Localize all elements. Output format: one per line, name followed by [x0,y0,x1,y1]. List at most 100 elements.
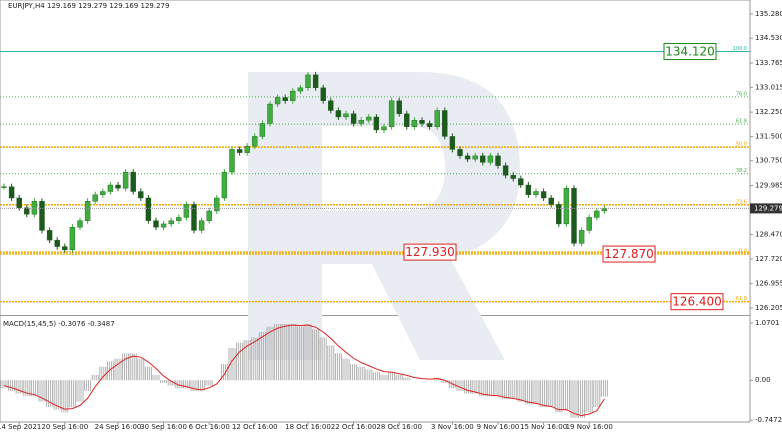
x-tick-label: 20 Sep 16:00 [41,423,88,431]
candle [259,123,266,137]
y-tick-label: 128.470 [755,231,782,239]
candle [69,226,76,251]
candle [472,155,478,160]
candle [62,246,68,251]
candle [92,194,98,202]
candle [274,97,281,105]
y-tick-label: 0.00 [755,376,771,384]
candle [556,204,562,225]
candle [419,120,425,124]
x-tick-label: 24 Sep 16:00 [95,423,142,431]
candle [176,217,182,221]
candle [464,155,471,160]
candle [518,178,524,186]
candle [540,191,547,199]
candle [282,97,288,101]
x-tick-label: 22 Oct 16:00 [331,423,377,431]
candle [31,201,38,215]
candle [571,188,577,244]
y-tick-label: 1.0701 [755,319,780,327]
candle [1,186,7,188]
chart-title: EURJPY,H4 129.169 129.279 129.169 129.27… [8,2,169,10]
candle [495,155,501,166]
y-tick-label: 135.280 [755,10,782,18]
candle [183,204,190,218]
y-tick-label: 126.205 [755,304,782,312]
candle [320,87,326,101]
candle [510,175,516,179]
price-box [663,43,717,61]
candle [586,217,592,231]
candle [290,90,296,101]
candle [563,188,570,225]
candle [335,110,342,118]
candle [252,136,258,147]
candle [145,197,152,221]
candle [457,149,463,157]
x-tick-label: 19 Nov 16:00 [566,423,613,431]
current-price-label: 129.279 [754,204,782,212]
fib-ratio: 50.0 [736,142,747,148]
candle [100,191,106,195]
y-tick-label: 131.500 [755,132,782,140]
price-label: 127.930 [405,245,455,259]
candle [449,136,456,150]
candle [160,223,167,228]
x-tick-label: 9 Nov 16:00 [477,423,520,431]
y-tick-label: 130.750 [755,157,782,165]
y-tick-label: 134.530 [755,34,782,42]
candle [366,116,372,121]
current-price-box [750,203,782,214]
candle [480,155,486,163]
fib-ratio: 38.2 [736,168,747,174]
candle [236,149,243,153]
candle [487,155,494,163]
candle [77,220,83,228]
candle [39,201,45,231]
y-tick-label: -0.7472 [755,416,782,424]
candle [8,186,15,199]
candle [16,197,22,208]
candle [84,201,91,221]
price-box [670,293,724,311]
fib-ratio: 76.0 [736,91,747,97]
candle [328,100,334,111]
candle [198,220,205,231]
price-box [403,243,457,261]
candle [221,171,228,199]
x-tick-label: 15 Nov 16:00 [520,423,567,431]
candle [350,113,357,124]
candle [548,197,554,205]
x-tick-label: 12 Oct 16:00 [232,423,278,431]
candle [122,171,129,189]
candle [54,239,60,247]
candle [381,126,387,131]
y-tick-label: 126.955 [755,280,782,288]
y-tick-label: 133.765 [755,59,782,67]
x-tick-label: 28 Oct 16:00 [376,423,422,431]
candle [168,220,174,225]
candle [206,210,212,221]
fib-ratio: 0.0 [739,249,747,255]
price-label: 134.120 [665,45,715,59]
candle [442,110,448,137]
y-tick-label: 127.720 [755,255,782,263]
price-label: 127.870 [604,247,654,261]
y-tick-label: 129.985 [755,182,782,190]
signal-line [3,324,605,417]
macd-title: MACD(15,45,5) -0.3076 -0.3487 [3,320,115,328]
candle [115,184,121,189]
candle [426,123,433,127]
fib-ratio: 23.6 [736,199,747,205]
candle [312,74,319,89]
candle [305,74,311,89]
x-tick-label: 18 Oct 16:00 [285,423,331,431]
candle [373,116,380,131]
x-tick-label: 30 Sep 16:00 [140,423,187,431]
x-tick-label: 3 Nov 16:00 [431,423,474,431]
candle [594,210,600,218]
fib-ratio: 61.8 [736,119,747,125]
candle [525,184,532,195]
candle [396,100,402,114]
